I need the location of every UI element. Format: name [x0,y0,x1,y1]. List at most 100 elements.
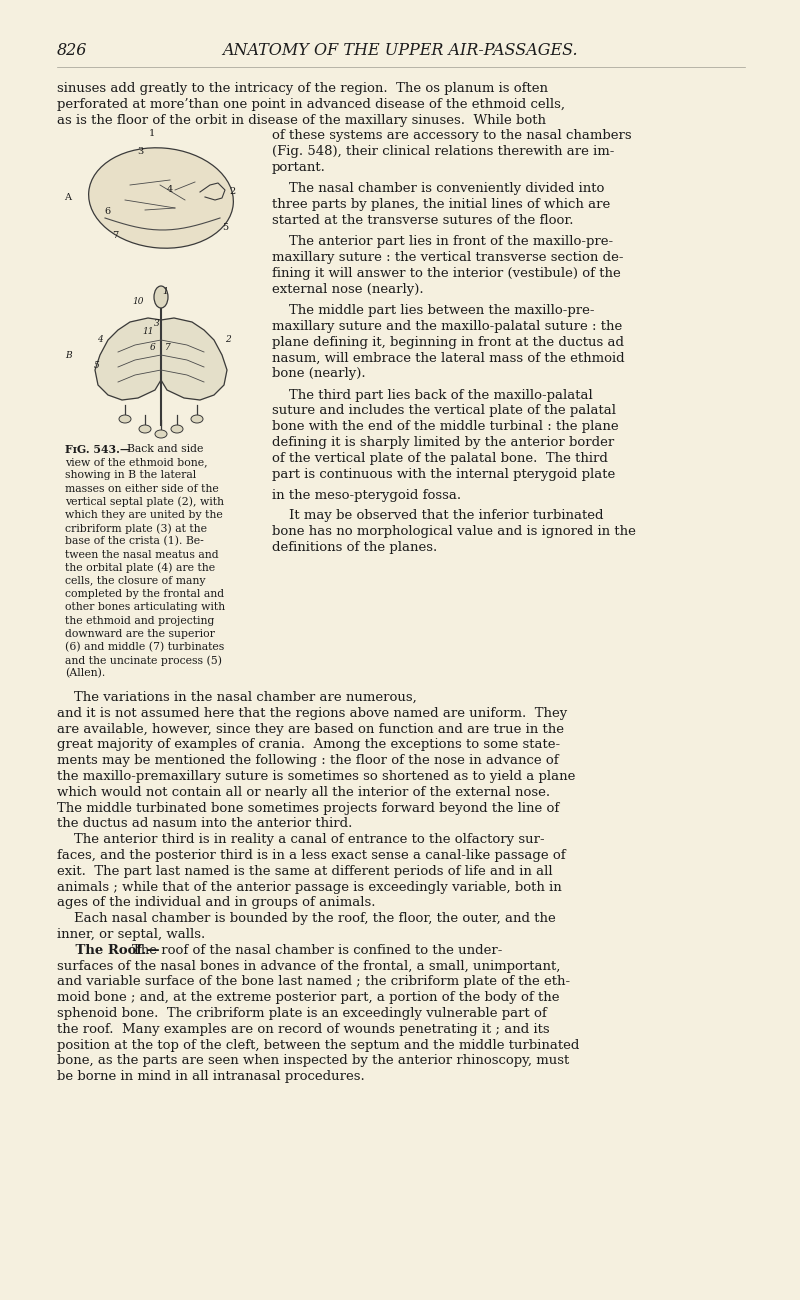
Ellipse shape [139,425,151,433]
Text: Each nasal chamber is bounded by the roof, the floor, the outer, and the: Each nasal chamber is bounded by the roo… [57,913,556,926]
Text: The anterior part lies in front of the maxillo-pre-: The anterior part lies in front of the m… [272,235,613,248]
Text: maxillary suture and the maxillo-palatal suture : the: maxillary suture and the maxillo-palatal… [272,320,622,333]
Text: suture and includes the vertical plate of the palatal: suture and includes the vertical plate o… [272,404,616,417]
Text: ages of the individual and in groups of animals.: ages of the individual and in groups of … [57,897,375,910]
Text: faces, and the posterior third is in a less exact sense a canal-like passage of: faces, and the posterior third is in a l… [57,849,566,862]
Text: 7: 7 [165,343,171,352]
Text: The variations in the nasal chamber are numerous,: The variations in the nasal chamber are … [57,692,417,705]
Text: cells, the closure of many: cells, the closure of many [65,576,206,586]
Text: (Allen).: (Allen). [65,668,106,679]
Text: part is continuous with the internal pterygoid plate: part is continuous with the internal pte… [272,468,615,481]
Text: B: B [65,351,71,360]
Text: (6) and middle (7) turbinates: (6) and middle (7) turbinates [65,642,224,653]
Text: 7: 7 [112,230,118,239]
Text: the ethmoid and projecting: the ethmoid and projecting [65,616,214,625]
Text: bone (nearly).: bone (nearly). [272,367,366,380]
Text: cribriform plate (3) at the: cribriform plate (3) at the [65,523,207,534]
Text: tween the nasal meatus and: tween the nasal meatus and [65,550,218,559]
Ellipse shape [171,425,183,433]
Text: showing in B the lateral: showing in B the lateral [65,471,196,481]
Text: sinuses add greatly to the intricacy of the region.  The os planum is often: sinuses add greatly to the intricacy of … [57,82,548,95]
Text: ANATOMY OF THE UPPER AIR-PASSAGES.: ANATOMY OF THE UPPER AIR-PASSAGES. [222,42,578,58]
Text: maxillary suture : the vertical transverse section de-: maxillary suture : the vertical transver… [272,251,623,264]
Text: 826: 826 [57,42,87,58]
Text: 4: 4 [97,335,103,345]
Text: 2: 2 [230,187,236,196]
Text: Back and side: Back and side [127,445,203,454]
Text: external nose (nearly).: external nose (nearly). [272,282,424,295]
Polygon shape [95,318,161,400]
Text: the roof.  Many examples are on record of wounds penetrating it ; and its: the roof. Many examples are on record of… [57,1023,550,1036]
Text: and it is not assumed here that the regions above named are uniform.  They: and it is not assumed here that the regi… [57,707,567,720]
Text: three parts by planes, the initial lines of which are: three parts by planes, the initial lines… [272,198,610,211]
Text: 3: 3 [137,147,143,156]
Text: bone with the end of the middle turbinal : the plane: bone with the end of the middle turbinal… [272,420,618,433]
Text: FɪG. 543.—: FɪG. 543.— [65,445,131,455]
Text: moid bone ; and, at the extreme posterior part, a portion of the body of the: moid bone ; and, at the extreme posterio… [57,992,559,1005]
Ellipse shape [155,430,167,438]
Text: and the uncinate process (5): and the uncinate process (5) [65,655,222,666]
Text: started at the transverse sutures of the floor.: started at the transverse sutures of the… [272,214,574,227]
Text: downward are the superior: downward are the superior [65,629,215,638]
Text: The roof of the nasal chamber is confined to the under-: The roof of the nasal chamber is confine… [132,944,502,957]
Text: ments may be mentioned the following : the floor of the nose in advance of: ments may be mentioned the following : t… [57,754,558,767]
Text: as is the floor of the orbit in disease of the maxillary sinuses.  While both: as is the floor of the orbit in disease … [57,113,546,126]
Text: view of the ethmoid bone,: view of the ethmoid bone, [65,458,208,467]
Text: 6: 6 [150,343,156,352]
Text: 11: 11 [142,328,154,337]
Text: The middle turbinated bone sometimes projects forward beyond the line of: The middle turbinated bone sometimes pro… [57,802,559,815]
Text: 6: 6 [104,207,110,216]
Text: base of the crista (1). Be-: base of the crista (1). Be- [65,537,204,547]
Text: vertical septal plate (2), with: vertical septal plate (2), with [65,497,224,507]
Text: nasum, will embrace the lateral mass of the ethmoid: nasum, will embrace the lateral mass of … [272,351,625,364]
Text: are available, however, since they are based on function and are true in the: are available, however, since they are b… [57,723,564,736]
Text: 2: 2 [225,335,231,345]
Text: The third part lies back of the maxillo-palatal: The third part lies back of the maxillo-… [272,389,593,402]
Text: (Fig. 548), their clinical relations therewith are im-: (Fig. 548), their clinical relations the… [272,146,614,159]
Text: and variable surface of the bone last named ; the cribriform plate of the eth-: and variable surface of the bone last na… [57,975,570,988]
Text: surfaces of the nasal bones in advance of the frontal, a small, unimportant,: surfaces of the nasal bones in advance o… [57,959,560,972]
Text: plane defining it, beginning in front at the ductus ad: plane defining it, beginning in front at… [272,335,624,348]
Ellipse shape [154,286,168,308]
Text: 1: 1 [162,286,168,295]
Text: definitions of the planes.: definitions of the planes. [272,541,438,554]
Text: animals ; while that of the anterior passage is exceedingly variable, both in: animals ; while that of the anterior pas… [57,880,562,893]
Ellipse shape [119,415,131,422]
Text: 5: 5 [222,224,228,233]
Polygon shape [161,318,227,400]
Text: the ductus ad nasum into the anterior third.: the ductus ad nasum into the anterior th… [57,818,352,831]
Text: portant.: portant. [272,161,326,174]
Text: other bones articulating with: other bones articulating with [65,602,225,612]
Text: fining it will answer to the interior (vestibule) of the: fining it will answer to the interior (v… [272,266,621,280]
Text: bone has no morphological value and is ignored in the: bone has no morphological value and is i… [272,525,636,538]
Text: position at the top of the cleft, between the septum and the middle turbinated: position at the top of the cleft, betwee… [57,1039,579,1052]
Text: of these systems are accessory to the nasal chambers: of these systems are accessory to the na… [272,130,632,143]
Text: the maxillo-premaxillary suture is sometimes so shortened as to yield a plane: the maxillo-premaxillary suture is somet… [57,770,575,783]
Text: The anterior third is in reality a canal of entrance to the olfactory sur-: The anterior third is in reality a canal… [57,833,545,846]
Text: 1: 1 [149,129,155,138]
Text: A: A [65,192,71,202]
Text: exit.  The part last named is the same at different periods of life and in all: exit. The part last named is the same at… [57,864,553,878]
Text: the orbital plate (4) are the: the orbital plate (4) are the [65,563,215,573]
Text: 3: 3 [154,318,160,328]
Text: which they are united by the: which they are united by the [65,510,222,520]
Ellipse shape [191,415,203,422]
Text: perforated at more’than one point in advanced disease of the ethmoid cells,: perforated at more’than one point in adv… [57,98,565,111]
Text: masses on either side of the: masses on either side of the [65,484,218,494]
Text: completed by the frontal and: completed by the frontal and [65,589,224,599]
Text: 5: 5 [94,360,100,369]
Text: inner, or septal, walls.: inner, or septal, walls. [57,928,206,941]
Text: The Roof.—: The Roof.— [57,944,160,957]
Ellipse shape [89,148,234,248]
Text: great majority of examples of crania.  Among the exceptions to some state-: great majority of examples of crania. Am… [57,738,560,751]
Text: The middle part lies between the maxillo-pre-: The middle part lies between the maxillo… [272,304,594,317]
Text: sphenoid bone.  The cribriform plate is an exceedingly vulnerable part of: sphenoid bone. The cribriform plate is a… [57,1008,546,1020]
Text: of the vertical plate of the palatal bone.  The third: of the vertical plate of the palatal bon… [272,451,608,464]
Text: bone, as the parts are seen when inspected by the anterior rhinoscopy, must: bone, as the parts are seen when inspect… [57,1054,570,1067]
Text: which would not contain all or nearly all the interior of the external nose.: which would not contain all or nearly al… [57,786,550,800]
Text: It may be observed that the inferior turbinated: It may be observed that the inferior tur… [272,510,603,523]
Text: 10: 10 [132,298,144,307]
Text: in the meso-pterygoid fossa.: in the meso-pterygoid fossa. [272,489,461,502]
Text: be borne in mind in all intranasal procedures.: be borne in mind in all intranasal proce… [57,1070,365,1083]
Text: defining it is sharply limited by the anterior border: defining it is sharply limited by the an… [272,436,614,448]
